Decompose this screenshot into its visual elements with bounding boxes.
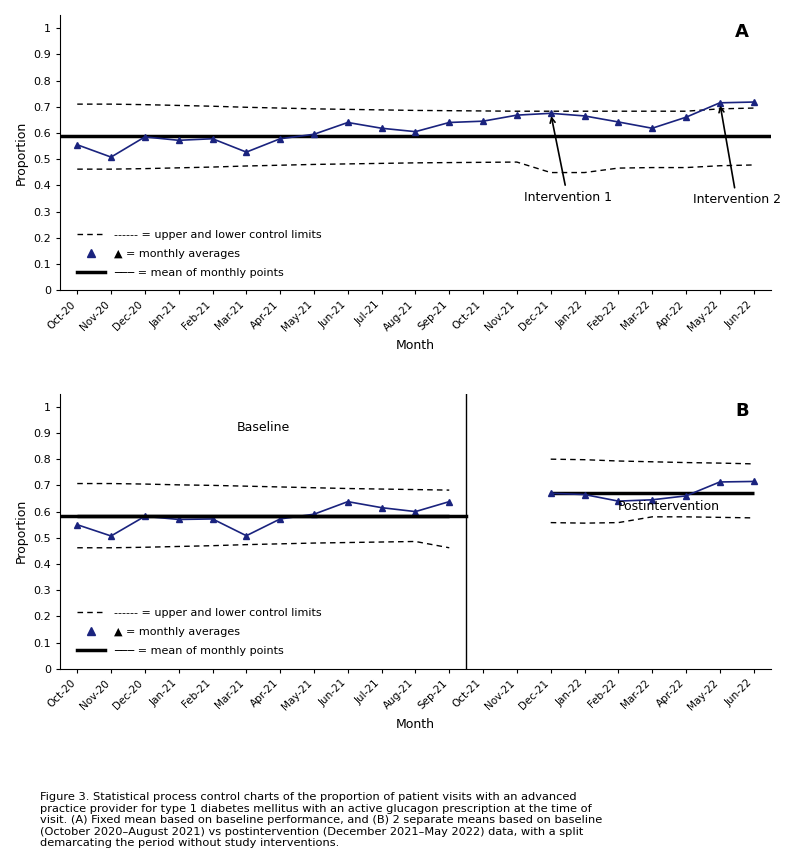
Text: Intervention 1: Intervention 1	[524, 118, 612, 204]
Text: Baseline: Baseline	[237, 421, 290, 434]
X-axis label: Month: Month	[396, 339, 435, 352]
Legend: ------ = upper and lower control limits, ▲ = monthly averages, ─── = mean of mon: ------ = upper and lower control limits,…	[73, 225, 326, 282]
X-axis label: Month: Month	[396, 717, 435, 730]
Text: Figure 3. Statistical process control charts of the proportion of patient visits: Figure 3. Statistical process control ch…	[40, 792, 602, 848]
Y-axis label: Proportion: Proportion	[15, 499, 28, 563]
Text: Postintervention: Postintervention	[618, 500, 720, 512]
Legend: ------ = upper and lower control limits, ▲ = monthly averages, ─── = mean of mon: ------ = upper and lower control limits,…	[73, 604, 326, 661]
Text: A: A	[735, 23, 750, 41]
Text: B: B	[735, 402, 750, 420]
Y-axis label: Proportion: Proportion	[15, 121, 28, 185]
Text: Intervention 2: Intervention 2	[693, 107, 781, 207]
